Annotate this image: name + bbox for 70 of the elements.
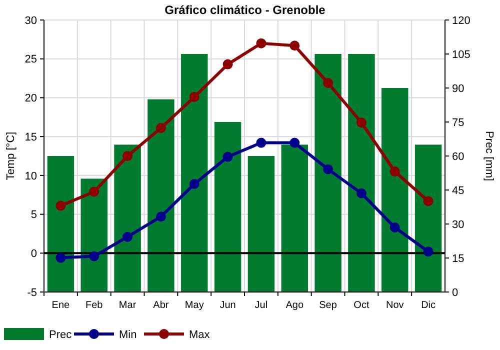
bar — [148, 99, 174, 292]
y-tick-label: 25 — [24, 54, 37, 66]
x-tick-label: Nov — [386, 300, 404, 311]
y2-tick-label: 30 — [452, 218, 464, 231]
y-tick-label: 0 — [30, 248, 37, 260]
point — [89, 186, 100, 197]
point — [323, 78, 334, 88]
point — [189, 92, 200, 102]
point — [290, 40, 300, 51]
x-tick-label: Mar — [118, 300, 137, 311]
x-tick-label: Dic — [421, 300, 436, 311]
y2-tick-label: 75 — [452, 116, 464, 129]
bar — [181, 54, 208, 292]
legend-label: Prec — [49, 328, 72, 341]
bar — [214, 122, 242, 292]
x-tick-label: Feb — [86, 300, 104, 311]
point — [122, 151, 133, 161]
point — [122, 232, 133, 242]
y2-tick-label: 105 — [452, 48, 470, 61]
point — [256, 38, 266, 48]
x-tick-label: Abr — [153, 300, 170, 311]
y-tick-label: 15 — [24, 131, 37, 144]
point — [56, 252, 66, 263]
bar — [348, 54, 375, 292]
point — [423, 246, 434, 257]
point — [390, 166, 400, 177]
legend-label: Min — [119, 328, 137, 341]
y-tick-label: 10 — [24, 170, 37, 182]
point — [189, 178, 200, 189]
bar — [114, 144, 141, 292]
y2-tick-label: 45 — [452, 184, 464, 197]
bar — [248, 156, 275, 292]
y2-tick-label: 60 — [452, 150, 464, 163]
x-tick-label: Oct — [354, 300, 370, 311]
point — [256, 138, 266, 148]
x-tick-label: Ene — [52, 300, 70, 311]
point — [56, 200, 66, 211]
x-tick-label: May — [184, 300, 204, 311]
y-tick-label: 30 — [24, 14, 37, 27]
y2-tick-label: 15 — [452, 252, 464, 265]
x-tick-label: Jun — [220, 300, 236, 311]
chart-title: Gráfico climático - Grenoble — [164, 3, 326, 17]
point — [222, 152, 233, 162]
point — [156, 212, 166, 222]
point — [390, 222, 400, 232]
bar — [281, 144, 308, 292]
point — [290, 138, 300, 148]
y2-axis-title: Prec [mm] — [483, 130, 495, 182]
y2-tick-label: 0 — [452, 286, 458, 299]
bar — [47, 156, 74, 292]
bar — [414, 144, 442, 292]
point — [89, 251, 100, 262]
x-tick-label: Jul — [254, 300, 268, 311]
y-axis-title: Temp [°C] — [5, 132, 17, 180]
bar — [382, 88, 408, 292]
point — [222, 59, 233, 70]
legend-label: Max — [189, 328, 210, 341]
point — [356, 118, 366, 128]
y2-tick-label: 120 — [452, 14, 470, 27]
x-tick-label: Sep — [319, 300, 338, 311]
y-tick-label: 20 — [24, 92, 37, 105]
y-tick-label: 5 — [30, 209, 37, 222]
y-tick-label: -5 — [27, 286, 37, 299]
point — [323, 164, 334, 174]
point — [423, 196, 434, 206]
x-tick-label: Ago — [286, 300, 304, 311]
point — [156, 123, 166, 134]
bar — [314, 54, 342, 292]
point — [356, 188, 366, 198]
y2-tick-label: 90 — [452, 82, 464, 95]
